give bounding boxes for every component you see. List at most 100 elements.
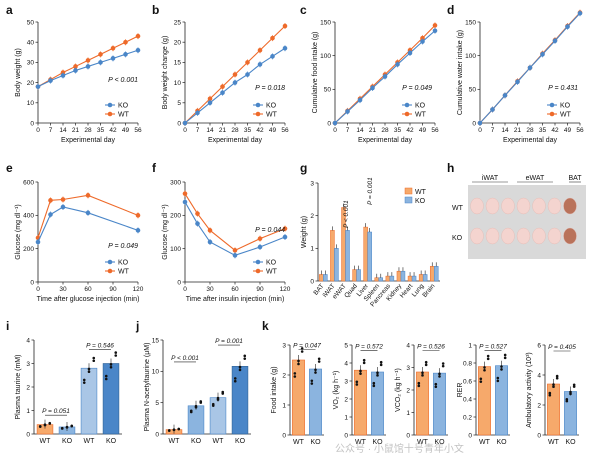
bar-KO bbox=[102, 363, 120, 435]
data-dot bbox=[167, 429, 171, 432]
y-tick-label: 0 bbox=[177, 279, 181, 286]
data-point-WT bbox=[432, 23, 438, 28]
x-tick-label: 7 bbox=[49, 127, 53, 134]
legend-marker-KO bbox=[107, 259, 113, 265]
y-tick-label: 2 bbox=[26, 384, 30, 391]
data-dot bbox=[104, 377, 108, 381]
y-tick-label: 3 bbox=[406, 365, 410, 372]
data-point-WT bbox=[182, 191, 188, 196]
data-point-KO bbox=[85, 64, 91, 69]
tissue-sample bbox=[470, 197, 484, 215]
x-tick-label: 42 bbox=[406, 127, 414, 134]
data-point-WT bbox=[232, 72, 238, 77]
data-dot bbox=[569, 392, 572, 396]
x-tick-label: 49 bbox=[564, 127, 572, 134]
data-point-KO bbox=[60, 73, 66, 78]
data-dot bbox=[314, 371, 317, 374]
legend-marker-KO bbox=[404, 102, 410, 108]
data-dot bbox=[310, 382, 314, 385]
panel-i: 0 1 2 3 4 Plasma taurine (mM) WT KO WT KO P = 0.05… bbox=[15, 337, 122, 445]
data-dot bbox=[500, 368, 503, 371]
bar-Quad-WT bbox=[352, 269, 357, 282]
bar-KO bbox=[231, 366, 249, 435]
tissue-sample bbox=[470, 227, 484, 245]
data-dot bbox=[355, 380, 359, 384]
legend-marker-WT bbox=[255, 111, 261, 117]
panel-label-d: d bbox=[447, 3, 454, 17]
data-point-WT bbox=[420, 35, 425, 41]
data-dot bbox=[503, 353, 507, 357]
p-value-annotation: P = 0.044 bbox=[255, 227, 285, 234]
data-point-KO bbox=[527, 65, 533, 71]
y-tick-label: 0.8 bbox=[463, 360, 472, 367]
x-axis-label: Experimental day bbox=[503, 137, 558, 144]
y-tick-label: 0.4 bbox=[463, 396, 472, 403]
bar-WT bbox=[80, 367, 98, 435]
bar-KO bbox=[495, 365, 508, 436]
x-tick-label: 7 bbox=[196, 127, 200, 134]
panel-k1: 0 1 2 3 Food intake (g) WT KO P = 0.047 bbox=[271, 342, 324, 446]
tissue-sample bbox=[485, 227, 500, 245]
bar-eWAT-KO bbox=[345, 230, 350, 282]
category-label-WT: WT bbox=[169, 438, 181, 445]
bar-Pancreas-KO bbox=[389, 275, 395, 282]
x-tick-label: 21 bbox=[72, 127, 80, 134]
y-tick-label: 30 bbox=[27, 60, 35, 67]
data-dot bbox=[297, 362, 300, 366]
data-dot bbox=[496, 376, 500, 380]
bar-BAT-WT bbox=[319, 274, 324, 282]
series-line-WT bbox=[37, 194, 139, 239]
data-dot bbox=[238, 368, 242, 372]
data-point-WT bbox=[220, 84, 225, 89]
data-point-WT bbox=[245, 60, 250, 65]
y-tick-label: 0 bbox=[30, 279, 34, 286]
bar-WT bbox=[292, 359, 305, 436]
y-tick-label: 2 bbox=[406, 387, 410, 394]
watermark-text: 公众号 · 小鼠馆十号青年小文 bbox=[335, 442, 464, 455]
data-dot bbox=[109, 365, 113, 369]
p-value-annotation: P = 0.049 bbox=[402, 85, 432, 92]
data-dot bbox=[293, 372, 297, 375]
x-axis-label: Time after insulin injection (min) bbox=[186, 296, 285, 303]
x-axis-label: Experimental day bbox=[61, 137, 116, 144]
data-dot bbox=[483, 368, 486, 372]
y-tick-label: 1 bbox=[468, 342, 472, 349]
data-point-KO bbox=[220, 90, 225, 95]
data-point-WT bbox=[232, 248, 238, 253]
data-dot bbox=[424, 360, 428, 364]
data-dot bbox=[60, 426, 64, 430]
y-tick-label: 2 bbox=[344, 396, 348, 403]
photo-row-label-WT: WT bbox=[452, 205, 464, 212]
p-value-annotation: P < 0.001 bbox=[171, 355, 199, 362]
data-dot bbox=[189, 409, 193, 413]
y-tick-label: 1 bbox=[310, 246, 314, 253]
data-point-WT bbox=[60, 197, 66, 202]
photo-row-label-KO: KO bbox=[452, 235, 463, 242]
bar-Lung-WT bbox=[418, 274, 424, 282]
x-tick-label: 35 bbox=[394, 127, 402, 134]
data-point-KO bbox=[98, 60, 103, 65]
x-tick-label: 0 bbox=[36, 127, 40, 134]
data-dot bbox=[233, 379, 237, 383]
data-point-KO bbox=[577, 10, 583, 16]
p-value-annotation: P = 0.526 bbox=[417, 344, 445, 351]
data-dot bbox=[376, 371, 379, 375]
bar-Heart-WT bbox=[407, 275, 413, 282]
panel-label-i: i bbox=[6, 319, 9, 333]
data-dot bbox=[300, 347, 304, 350]
y-tick-label: 1 bbox=[26, 408, 30, 415]
data-dot bbox=[194, 404, 198, 408]
data-dot bbox=[87, 370, 91, 374]
y-tick-label: 3 bbox=[26, 361, 30, 368]
y-axis-label: Glucose (mg dl⁻¹) bbox=[15, 204, 22, 259]
data-point-WT bbox=[207, 228, 213, 233]
data-dot bbox=[38, 424, 42, 428]
data-point-WT bbox=[195, 211, 200, 216]
x-tick-label: 49 bbox=[419, 127, 427, 134]
y-tick-label: 200 bbox=[170, 213, 181, 220]
x-tick-label: 0 bbox=[478, 127, 482, 134]
y-tick-label: 300 bbox=[170, 179, 181, 186]
bar-Lung-KO bbox=[422, 274, 428, 282]
y-tick-label: 5 bbox=[344, 342, 348, 349]
tissue-sample bbox=[563, 227, 577, 245]
